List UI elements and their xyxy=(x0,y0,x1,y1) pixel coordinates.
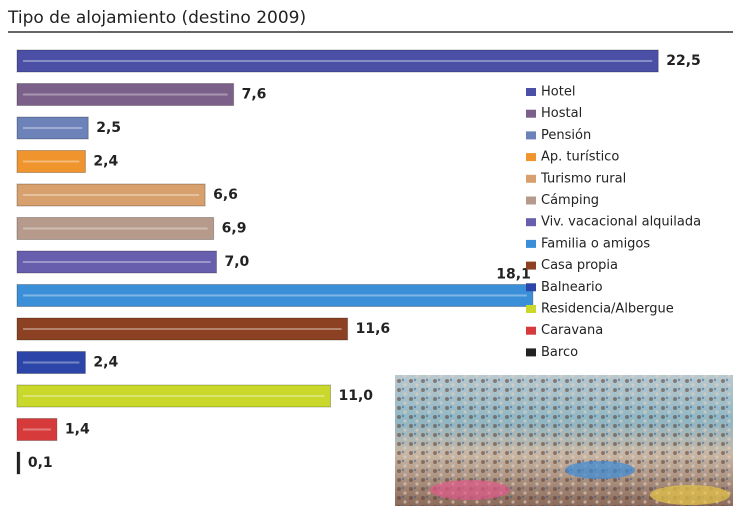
legend-label: Hotel xyxy=(541,85,575,100)
legend-label: Caravana xyxy=(541,323,603,338)
legend-label: Casa propia xyxy=(541,258,618,273)
legend-label: Ap. turístico xyxy=(541,150,619,165)
chart: Tipo de alojamiento (destino 2009) 22,5 7… xyxy=(0,0,733,506)
legend-swatch xyxy=(526,153,536,161)
legend-swatch xyxy=(526,283,536,291)
legend-label: Familia o amigos xyxy=(541,236,650,251)
photo xyxy=(395,375,733,506)
value-label: 7,0 xyxy=(225,254,250,270)
value-label: 1,4 xyxy=(65,422,90,438)
chart-title: Tipo de alojamiento (destino 2009) xyxy=(7,8,306,28)
legend-label: Pensión xyxy=(541,128,591,143)
bar xyxy=(17,452,20,474)
legend-swatch xyxy=(526,197,536,205)
legend-swatch xyxy=(526,110,536,118)
value-label: 0,1 xyxy=(28,455,53,471)
legend-swatch xyxy=(526,131,536,139)
value-label: 6,9 xyxy=(222,221,247,237)
value-label: 6,6 xyxy=(213,187,238,203)
legend-swatch xyxy=(526,88,536,96)
legend-label: Cámping xyxy=(541,193,599,208)
legend-swatch xyxy=(526,262,536,270)
legend-label: Barco xyxy=(541,345,578,360)
legend-swatch xyxy=(526,348,536,356)
legend-label: Hostal xyxy=(541,106,582,121)
value-label: 2,4 xyxy=(93,355,118,371)
legend-label: Residencia/Albergue xyxy=(541,302,674,317)
legend-label: Balneario xyxy=(541,280,603,295)
legend-swatch xyxy=(526,305,536,313)
value-label: 2,4 xyxy=(93,154,118,170)
value-label: 11,0 xyxy=(339,388,374,404)
value-label: 18,1 xyxy=(496,267,531,283)
value-label: 22,5 xyxy=(666,53,701,69)
value-label: 2,5 xyxy=(96,120,121,136)
legend-swatch xyxy=(526,175,536,183)
legend-swatch xyxy=(526,240,536,248)
value-label: 7,6 xyxy=(242,87,267,103)
legend-swatch xyxy=(526,218,536,226)
legend-label: Viv. vacacional alquilada xyxy=(541,215,701,230)
legend-label: Turismo rural xyxy=(540,171,626,186)
value-label: 11,6 xyxy=(356,321,391,337)
legend-swatch xyxy=(526,327,536,335)
